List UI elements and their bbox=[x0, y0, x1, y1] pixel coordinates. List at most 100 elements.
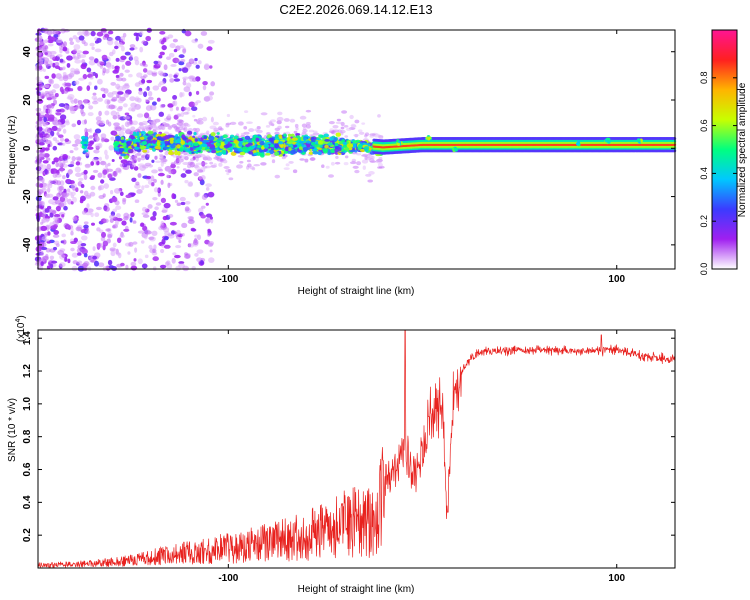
heatmap-cell bbox=[253, 152, 258, 156]
heatmap-cell bbox=[87, 112, 94, 117]
heatmap-cell bbox=[56, 38, 63, 44]
heatmap-cell bbox=[121, 64, 126, 70]
heatmap-cell bbox=[120, 139, 125, 144]
heatmap-cell bbox=[202, 116, 208, 122]
heatmap-cell bbox=[125, 128, 132, 133]
heatmap-cell bbox=[147, 90, 153, 97]
heatmap-cell bbox=[52, 62, 56, 68]
heatmap-cell bbox=[324, 144, 329, 149]
heatmap-cell bbox=[196, 134, 203, 139]
figure-title: C2E2.2026.069.14.12.E13 bbox=[279, 2, 432, 17]
heatmap-cell bbox=[115, 35, 121, 41]
heatmap-cell bbox=[38, 258, 42, 262]
heatmap-cell bbox=[77, 100, 83, 105]
heatmap-cell bbox=[48, 114, 55, 121]
heatmap-cell bbox=[177, 158, 184, 163]
heatmap-cell bbox=[156, 141, 161, 147]
heatmap-cell bbox=[265, 152, 271, 156]
heatmap-cell bbox=[151, 182, 155, 187]
heatmap-cell bbox=[175, 245, 182, 249]
heatmap-cell bbox=[207, 39, 215, 44]
heatmap-cell bbox=[208, 144, 215, 148]
heatmap-cell bbox=[225, 169, 231, 173]
heatmap-cell bbox=[207, 191, 215, 198]
heatmap-cell bbox=[39, 211, 43, 216]
heatmap-cell bbox=[247, 139, 253, 143]
heatmap-cell bbox=[191, 228, 197, 232]
heatmap-cell bbox=[82, 29, 89, 35]
heatmap-cell bbox=[121, 220, 127, 226]
heatmap-cell bbox=[91, 222, 95, 226]
heatmap-cell bbox=[116, 91, 124, 95]
heatmap-cell bbox=[129, 96, 136, 102]
heatmap-cell bbox=[110, 81, 117, 86]
heatmap-cell bbox=[94, 128, 102, 134]
heatmap-cell bbox=[159, 104, 166, 109]
heatmap-cell bbox=[114, 220, 119, 226]
heatmap-cell bbox=[271, 159, 276, 164]
heatmap-cell bbox=[73, 106, 79, 110]
heatmap-cell bbox=[239, 161, 244, 164]
heatmap-cell bbox=[142, 68, 148, 73]
heatmap-cell bbox=[181, 67, 189, 73]
heatmap-cell bbox=[151, 72, 157, 77]
heatmap-cell bbox=[69, 70, 76, 76]
heatmap-cell bbox=[73, 147, 79, 151]
heatmap-cell bbox=[344, 155, 349, 159]
heatmap-cell bbox=[64, 82, 72, 87]
heatmap-cell bbox=[135, 35, 139, 42]
heatmap-cell bbox=[76, 247, 83, 254]
heatmap-cell bbox=[64, 138, 70, 143]
heatmap-cell bbox=[306, 140, 311, 144]
heatmap-cell bbox=[169, 139, 174, 144]
heatmap-cell bbox=[159, 154, 165, 158]
heatmap-cell bbox=[114, 45, 119, 50]
heatmap-cell bbox=[69, 105, 75, 110]
heatmap-cell bbox=[341, 110, 348, 114]
heatmap-cell bbox=[207, 228, 211, 233]
heatmap-cell bbox=[139, 136, 145, 140]
heatmap-cell bbox=[107, 30, 114, 35]
heatmap-cell bbox=[162, 215, 168, 221]
heatmap-cell bbox=[222, 134, 228, 139]
heatmap-cell bbox=[36, 236, 41, 240]
heatmap-cell bbox=[88, 56, 95, 61]
heatmap-cell bbox=[176, 144, 181, 149]
heatmap-cell bbox=[44, 52, 48, 56]
heatmap-cell bbox=[147, 116, 152, 121]
heatmap-cell bbox=[70, 231, 74, 236]
heatmap-cell bbox=[148, 244, 153, 250]
heatmap-cell bbox=[219, 144, 224, 149]
heatmap-cell bbox=[67, 225, 71, 231]
heatmap-cell bbox=[73, 237, 78, 243]
heatmap-cell bbox=[79, 54, 87, 58]
heatmap-cell bbox=[111, 64, 115, 70]
heatmap-cell bbox=[204, 63, 210, 69]
heatmap-cell bbox=[219, 127, 224, 131]
heatmap-cell bbox=[89, 76, 94, 80]
heatmap-cell bbox=[60, 42, 65, 48]
heatmap-cell bbox=[92, 255, 98, 260]
heatmap-cell bbox=[141, 78, 146, 84]
heatmap-cell bbox=[47, 231, 51, 236]
heatmap-cell bbox=[44, 84, 50, 88]
heatmap-cell bbox=[166, 260, 171, 266]
heatmap-cell bbox=[210, 81, 216, 87]
heatmap-cell bbox=[263, 143, 270, 149]
heatmap-cell bbox=[277, 140, 284, 145]
heatmap-cell bbox=[208, 135, 215, 141]
heatmap-cell bbox=[198, 176, 203, 180]
heatmap-cell bbox=[186, 130, 193, 135]
heatmap-cell bbox=[185, 169, 192, 174]
heatmap-cell bbox=[159, 51, 165, 56]
heatmap-cell bbox=[181, 127, 186, 131]
heatmap-cell bbox=[193, 172, 199, 177]
heatmap-cell bbox=[38, 142, 45, 146]
heatmap-cell bbox=[169, 78, 175, 83]
heatmap-cell bbox=[356, 161, 362, 166]
heatmap-cell bbox=[36, 226, 42, 232]
heatmap-cell bbox=[69, 41, 74, 45]
heatmap-cell bbox=[137, 158, 141, 162]
heatmap-cell bbox=[193, 101, 199, 106]
heatmap-cell bbox=[159, 81, 165, 85]
